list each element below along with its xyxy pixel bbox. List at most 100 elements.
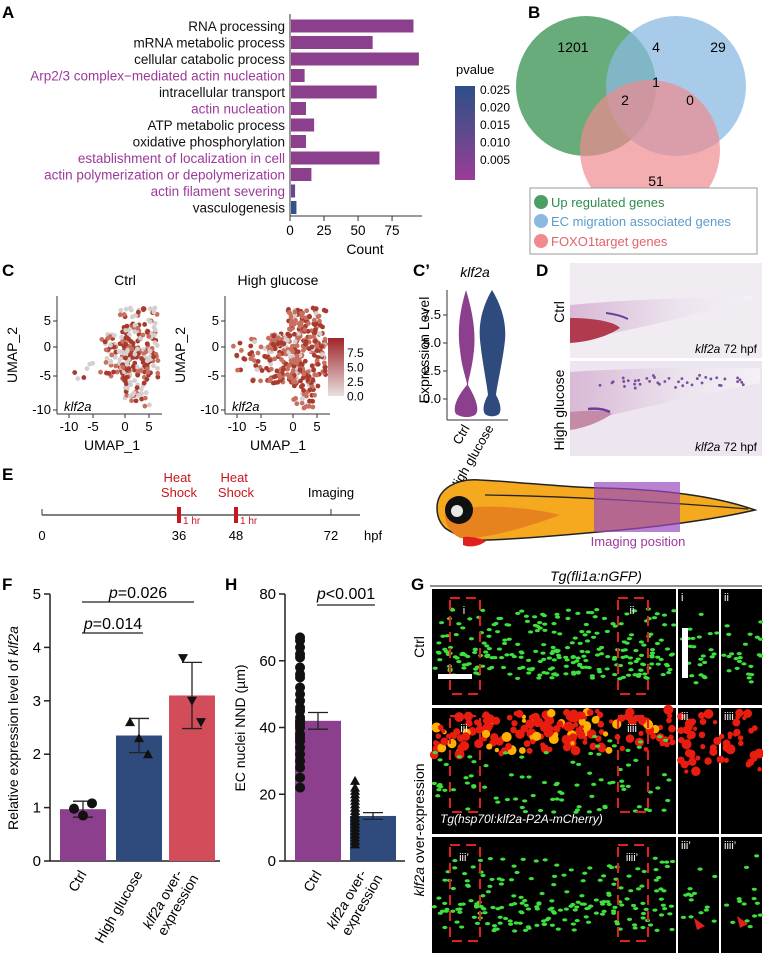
mcherry-signal: [609, 719, 614, 724]
f-xlabel-overexpression: klf2a over- expression: [139, 864, 201, 940]
ec-nucleus: [461, 666, 467, 670]
ec-nucleus: [523, 903, 529, 907]
umap-cell: [322, 364, 328, 370]
ec-nucleus: [606, 864, 612, 868]
ec-nucleus: [533, 859, 539, 863]
umap-cell: [145, 369, 151, 375]
mcherry-signal: [738, 740, 744, 747]
ec-nucleus: [549, 899, 555, 903]
ec-nucleus: [442, 788, 448, 792]
p-symbol: p: [83, 616, 93, 633]
umap-cell: [127, 379, 133, 385]
ec-nucleus: [575, 671, 581, 675]
ec-nucleus: [502, 638, 508, 642]
ec-nucleus: [620, 675, 627, 680]
ec-nucleus: [635, 867, 641, 871]
umap1-xlabel: UMAP_1: [84, 437, 140, 453]
ec-nucleus: [737, 656, 743, 660]
go-term-label: vasculogenesis: [193, 201, 286, 216]
umap-cell: [151, 354, 156, 360]
umap-cell: [138, 368, 144, 373]
expression-colorbar-label: 5.0: [347, 361, 364, 375]
umap-cell: [247, 351, 253, 357]
ec-nucleus: [576, 805, 582, 809]
ec-nucleus: [618, 886, 624, 890]
ec-nucleus: [443, 649, 450, 654]
imaging-label: Imaging: [308, 485, 354, 500]
legend-dot-green: [534, 195, 548, 209]
umap-y-tick-label: -10: [200, 402, 219, 417]
go-term-label: actin polymerization or depolymerization: [44, 168, 285, 183]
ec-nucleus: [456, 755, 462, 759]
ec-nucleus: [487, 856, 493, 861]
ec-nucleus: [517, 666, 523, 670]
p-value: =0.014: [93, 616, 142, 633]
ec-nucleus: [503, 916, 509, 921]
stain-dot: [674, 385, 677, 389]
ec-nucleus: [563, 672, 569, 676]
go-term-label: RNA processing: [188, 19, 285, 34]
umap-cell: [98, 369, 103, 375]
ec-nucleus: [729, 652, 735, 656]
umap-cell: [314, 348, 320, 354]
go-bar: [291, 102, 306, 115]
ec-nucleus: [500, 857, 506, 861]
ec-nucleus: [748, 680, 754, 684]
p-symbol: p: [108, 585, 118, 602]
ec-nucleus: [553, 782, 559, 787]
umap-cell: [281, 341, 287, 347]
ec-nucleus: [554, 649, 560, 654]
ec-nucleus: [490, 905, 496, 910]
ec-nucleus: [526, 926, 532, 930]
ec-nucleus: [653, 867, 659, 872]
umap-cell: [292, 309, 298, 315]
panel-label-c-prime: C’: [413, 261, 430, 280]
ec-nucleus: [542, 628, 548, 632]
ec-nucleus: [657, 734, 663, 739]
ec-nucleus: [664, 860, 670, 864]
ec-nucleus: [618, 622, 624, 626]
umap-cell: [238, 348, 244, 353]
ec-nucleus: [572, 908, 578, 912]
ec-nucleus: [526, 775, 532, 779]
ec-nucleus: [457, 907, 463, 911]
ec-nucleus: [541, 922, 547, 926]
umap-cell: [124, 392, 130, 398]
umap-cell: [319, 352, 325, 357]
ec-nucleus: [661, 808, 667, 812]
violin-ctrl: [454, 290, 478, 417]
umap-cell: [288, 321, 294, 327]
ec-nucleus: [591, 782, 597, 787]
stain-dot: [677, 380, 680, 384]
ec-nucleus: [630, 903, 637, 908]
mcherry-signal: [492, 716, 501, 725]
mcherry-signal: [754, 748, 763, 759]
ec-nucleus: [542, 858, 548, 862]
d-caption-gene-2: klf2a: [695, 440, 721, 454]
ec-nucleus: [647, 923, 654, 927]
ec-nucleus: [588, 751, 594, 756]
ec-nucleus: [572, 636, 578, 640]
mcherry-signal: [570, 745, 581, 756]
mcherry-signal: [692, 726, 698, 731]
ec-nucleus: [492, 655, 498, 660]
ec-nucleus: [638, 668, 644, 672]
ec-nucleus: [489, 877, 495, 882]
ec-nucleus: [472, 647, 478, 651]
data-point: [143, 749, 153, 759]
umap-cell: [126, 366, 132, 372]
umap-cell: [310, 377, 316, 383]
go-term-label: ATP metabolic process: [147, 118, 285, 133]
ec-nucleus: [437, 758, 443, 762]
mcherry-signal: [531, 712, 540, 722]
d-row-label-high-glucose: High glucose: [551, 369, 567, 450]
mcherry-signal: [454, 712, 465, 722]
ec-nucleus: [734, 666, 740, 671]
ec-nucleus: [456, 659, 462, 664]
y-tick-label: 60: [259, 653, 276, 670]
umap-cell: [145, 328, 151, 334]
mcherry-signal: [680, 760, 689, 769]
ec-nucleus: [596, 647, 602, 651]
umap-cell: [135, 309, 141, 315]
umap-y-tick-label: -10: [32, 402, 51, 417]
